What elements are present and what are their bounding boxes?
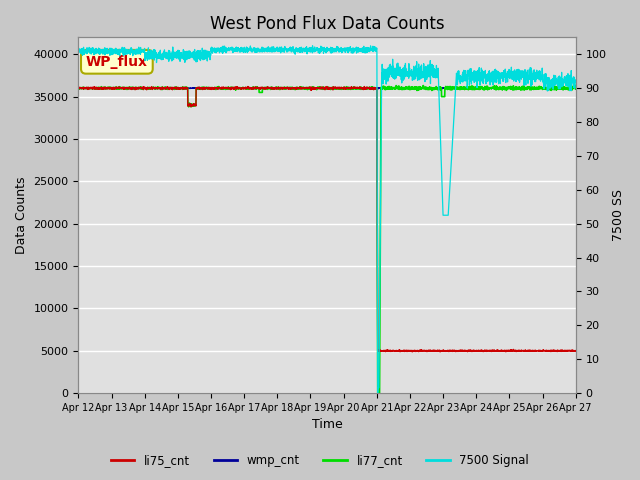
Y-axis label: Data Counts: Data Counts — [15, 177, 28, 254]
Y-axis label: 7500 SS: 7500 SS — [612, 189, 625, 241]
X-axis label: Time: Time — [312, 419, 342, 432]
Text: WP_flux: WP_flux — [86, 55, 148, 69]
Title: West Pond Flux Data Counts: West Pond Flux Data Counts — [210, 15, 444, 33]
Legend: li75_cnt, wmp_cnt, li77_cnt, 7500 Signal: li75_cnt, wmp_cnt, li77_cnt, 7500 Signal — [106, 449, 534, 472]
